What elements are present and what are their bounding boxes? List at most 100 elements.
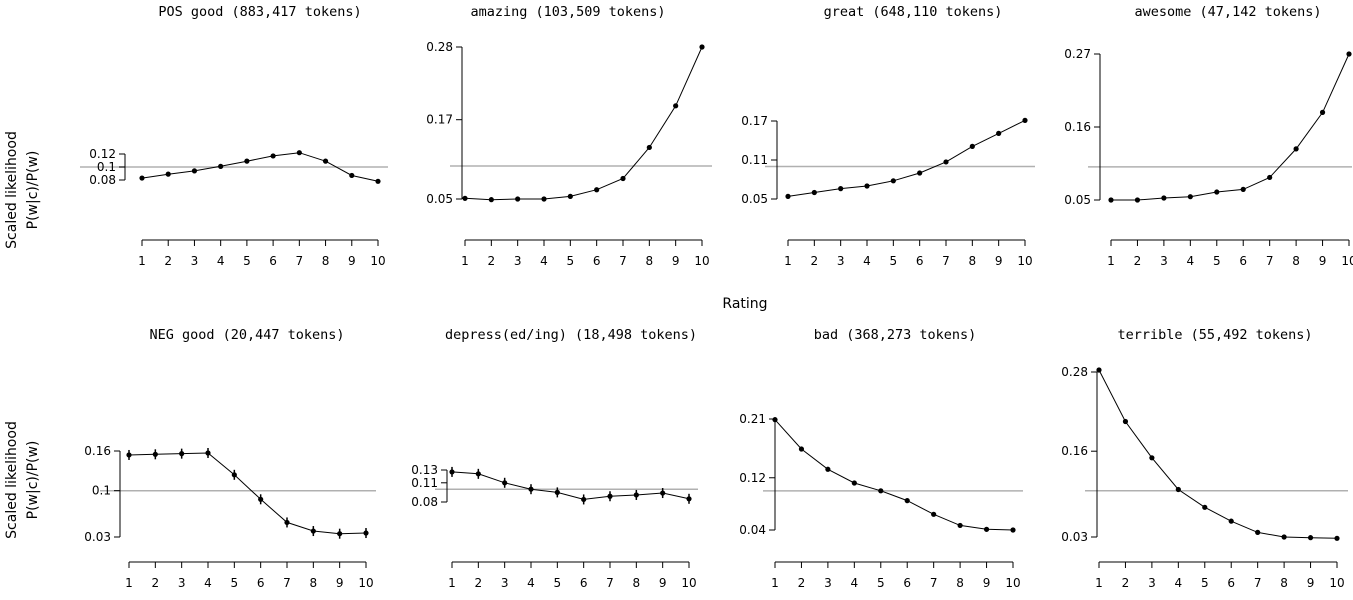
series-line [774, 419, 1014, 531]
panel-5: NEG good (20,447 tokens) 0.03 0.1 0.16 1 2 3 4 5… [84, 327, 376, 590]
data-point [673, 103, 679, 109]
y-tick-label: 0.05 [1064, 193, 1091, 207]
x-tick-label: 3 [837, 254, 845, 268]
x-tick-label: 2 [475, 576, 483, 590]
panel-title: great (648,110 tokens) [824, 4, 1003, 20]
data-point [191, 168, 198, 174]
x-tick-label: 8 [310, 576, 318, 590]
data-point [633, 492, 639, 498]
data-point [825, 466, 831, 472]
data-point [904, 498, 910, 504]
data-point [1240, 186, 1246, 192]
y-tick-label: 0.03 [1061, 530, 1088, 544]
data-point [462, 195, 468, 201]
x-tick-label: 3 [514, 254, 522, 268]
data-point [218, 163, 224, 169]
data-point [1334, 535, 1340, 541]
x-tick-label: 1 [461, 254, 469, 268]
data-point [931, 511, 937, 517]
x-tick-label: 5 [890, 254, 898, 268]
y-tick-label: 0.12 [739, 471, 766, 485]
x-tick-label: 3 [1148, 576, 1156, 590]
data-point [270, 153, 276, 159]
x-tick-label: 5 [554, 576, 562, 590]
x-tick-label: 3 [1160, 254, 1168, 268]
panel-title: NEG good (20,447 tokens) [149, 327, 344, 343]
panels-group: POS good (883,417 tokens)0.080.10.121 2 3 4… [80, 4, 1353, 590]
x-tick-label: 3 [178, 576, 186, 590]
panel-8: terrible (55,492 tokens) 0.03 0.16 0.28 1 2 3 4… [1061, 327, 1348, 590]
y-tick-label: 0.13 [411, 463, 438, 477]
data-point [337, 531, 343, 537]
data-point [838, 186, 844, 192]
data-point [1281, 534, 1287, 540]
data-point [244, 158, 250, 164]
x-tick-label: 9 [672, 254, 680, 268]
data-point [811, 189, 817, 196]
x-tick-label: 5 [1201, 576, 1209, 590]
x-tick-label: 7 [1266, 254, 1274, 268]
data-point [1149, 455, 1155, 461]
data-point [205, 450, 211, 456]
data-point [322, 158, 329, 164]
data-point [1307, 535, 1314, 541]
data-point [890, 178, 896, 184]
panel-7: bad (368,273 tokens) 0.04 0.12 0.21 1 2 3 4 5 6 7 8… [739, 327, 1023, 590]
x-tick-label: 2 [1134, 254, 1142, 268]
x-tick-label: 2 [1122, 576, 1130, 590]
x-tick-label: 6 [257, 576, 265, 590]
x-tick-label: 9 [659, 576, 667, 590]
data-point [349, 172, 355, 179]
data-point [1214, 189, 1220, 195]
data-point [541, 196, 547, 202]
data-point [917, 170, 923, 176]
y-tick-label: 0.17 [426, 113, 453, 127]
data-point [449, 469, 455, 475]
series-line [141, 152, 379, 182]
x-tick-label: 10 [1341, 254, 1353, 268]
data-point [1202, 504, 1208, 510]
panel-title: amazing (103,509 tokens) [470, 4, 665, 20]
x-tick-label: 1 [784, 254, 792, 268]
x-tick-label: 3 [824, 576, 832, 590]
x-tick-label: 6 [580, 576, 588, 590]
x-tick-label: 5 [567, 254, 575, 268]
y-tick-label: 0.17 [741, 114, 768, 128]
data-point [1346, 51, 1352, 57]
x-tick-label: 7 [606, 576, 614, 590]
x-tick-label: 4 [204, 576, 212, 590]
y-tick-label: 0.03 [84, 530, 111, 544]
y-axis-label-top-line2: P(w|c)/P(w) [25, 151, 41, 230]
x-tick-label: 3 [191, 254, 199, 268]
data-point [1010, 527, 1016, 533]
x-tick-label: 6 [1239, 254, 1247, 268]
data-point [594, 187, 600, 193]
panel-1: POS good (883,417 tokens) 0.080.10.12 1 2 3 4… [80, 4, 388, 268]
y-tick-label: 0.28 [1061, 365, 1088, 379]
y-axis-label-bottom-line2: P(w|c)/P(w) [25, 441, 41, 520]
x-tick-label: 7 [1254, 576, 1262, 590]
y-tick-label: 0.08 [411, 495, 438, 509]
x-tick-label: 5 [877, 576, 885, 590]
x-tick-label: 10 [358, 576, 373, 590]
data-point [1228, 518, 1234, 524]
x-tick-label: 7 [942, 254, 950, 268]
x-tick-label: 2 [811, 254, 819, 268]
x-tick-label: 1 [1107, 254, 1115, 268]
data-point [798, 446, 805, 452]
panel-4: awesome (47,142 tokens) 0.05 0.16 0.27 1 2 3 4 5… [1064, 4, 1353, 268]
x-tick-label: 7 [296, 254, 304, 268]
y-tick-label: 0.16 [1061, 444, 1088, 458]
y-axis-label-bottom-line1: Scaled likelihood [4, 421, 20, 539]
panel-title: POS good (883,417 tokens) [158, 4, 361, 20]
data-point [284, 519, 290, 526]
panel-6: depress(ed/ing) (18,498 tokens) 0.08 0.110… [411, 327, 698, 590]
data-point [1122, 418, 1129, 425]
data-point [983, 526, 990, 532]
y-tick-label: 0.05 [741, 192, 768, 206]
x-tick-label: 9 [1307, 576, 1315, 590]
data-point [660, 490, 666, 496]
x-tick-label: 4 [863, 254, 871, 268]
data-point [943, 159, 949, 165]
